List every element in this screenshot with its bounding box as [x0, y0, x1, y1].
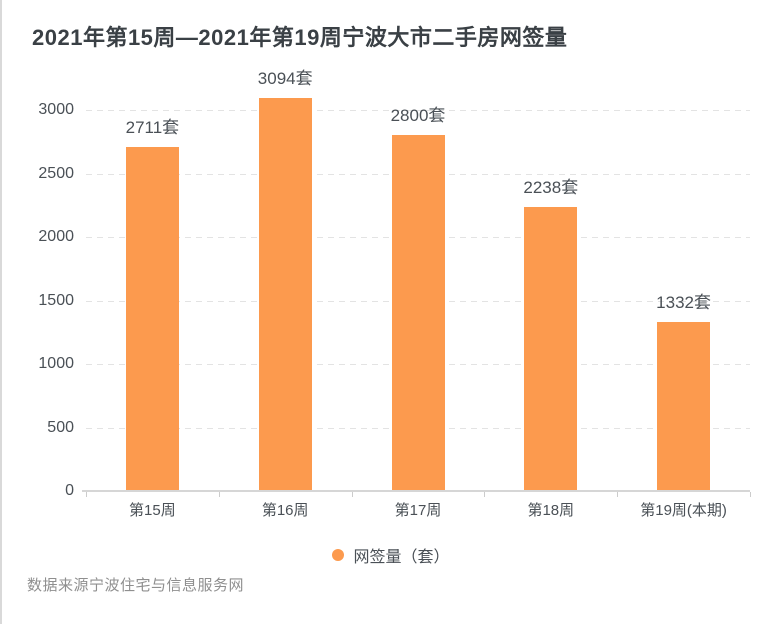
bar-value-label: 2711套 [125, 117, 180, 137]
x-axis-category-label: 第15周 [129, 502, 176, 519]
x-axis-tick [484, 492, 486, 497]
bar [125, 146, 179, 491]
bar-value-label: 3094套 [257, 69, 313, 89]
bar [657, 321, 711, 491]
bar [391, 135, 445, 491]
x-axis-tick [86, 492, 87, 497]
bar-value-label: 2238套 [523, 177, 579, 197]
source-note: 数据来源宁波住宅与信息服务网 [27, 577, 245, 594]
bar-value-label: 2800套 [390, 106, 446, 126]
legend-label: 网签量（套） [353, 549, 450, 566]
x-axis-line [82, 490, 750, 492]
bar [524, 206, 578, 491]
x-axis-tick [750, 492, 751, 497]
y-axis-tick-label: 0 [65, 482, 74, 499]
x-axis-category-label: 第19周(本期) [640, 502, 727, 519]
y-axis-tick-label: 2500 [38, 164, 74, 182]
gridline [86, 110, 750, 111]
x-axis-tick [218, 492, 220, 497]
y-axis-tick-label: 2000 [38, 228, 74, 245]
bar [258, 98, 312, 491]
chart-title: 2021年第15周—2021年第19周宁波大市二手房网签量 [32, 25, 568, 50]
x-axis-category-label: 第16周 [261, 502, 309, 519]
bar-value-label: 1332套 [656, 292, 711, 312]
legend-marker-icon [332, 549, 345, 561]
y-axis-tick-label: 1000 [38, 355, 74, 372]
y-axis-tick-label: 3000 [38, 101, 74, 118]
x-axis-category-label: 第17周 [394, 502, 442, 519]
legend[interactable]: 网签量（套） [2, 543, 778, 567]
x-axis-tick [617, 492, 619, 497]
x-axis-tick [351, 492, 353, 497]
x-axis-category-label: 第18周 [527, 502, 575, 519]
y-axis-tick-label: 500 [47, 418, 74, 436]
y-axis-tick-label: 1500 [38, 291, 74, 309]
